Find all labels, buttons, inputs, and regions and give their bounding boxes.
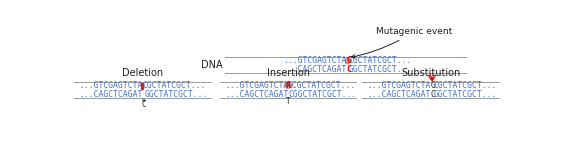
- Text: ...CAGCTCAGAT: ...CAGCTCAGAT: [367, 90, 430, 99]
- Text: GCGCTATCGCT...: GCGCTATCGCT...: [288, 81, 356, 90]
- Text: GGCTATCGCT...: GGCTATCGCT...: [433, 90, 497, 99]
- Text: ...CAGCTCAGAT: ...CAGCTCAGAT: [225, 90, 288, 99]
- Text: Deletion: Deletion: [122, 68, 163, 78]
- Text: GGCTATCGCT...: GGCTATCGCT...: [145, 90, 209, 99]
- Text: CGGCTATCGCT...: CGGCTATCGCT...: [288, 90, 356, 99]
- Text: DNA: DNA: [201, 60, 222, 70]
- Text: CGCTATCGCT...: CGCTATCGCT...: [349, 56, 413, 65]
- Bar: [141, 82, 143, 89]
- Text: C: C: [430, 90, 436, 99]
- Text: ...GTCGAGTCTA: ...GTCGAGTCTA: [79, 81, 142, 90]
- Text: G: G: [346, 56, 351, 65]
- Text: CGCTATCGCT...: CGCTATCGCT...: [433, 81, 497, 90]
- Text: C: C: [346, 65, 351, 74]
- Text: T: T: [285, 97, 291, 106]
- Text: ...GTCGAGTCTA: ...GTCGAGTCTA: [225, 81, 288, 90]
- Text: G: G: [430, 81, 436, 90]
- Text: A: A: [285, 81, 291, 90]
- Text: C: C: [142, 100, 146, 108]
- Text: ...CAGCTCAGAT: ...CAGCTCAGAT: [283, 65, 346, 74]
- Text: Substitution: Substitution: [401, 68, 460, 78]
- Text: ...GTCGAGTCTA: ...GTCGAGTCTA: [367, 81, 430, 90]
- Text: CGCTATCGCT...: CGCTATCGCT...: [142, 81, 206, 90]
- Text: Insertion: Insertion: [266, 68, 310, 78]
- Text: ...CAGCTCAGAT: ...CAGCTCAGAT: [79, 90, 142, 99]
- Ellipse shape: [285, 82, 291, 89]
- Text: GGCTATCGCT...: GGCTATCGCT...: [349, 65, 413, 74]
- Text: Mutagenic event: Mutagenic event: [351, 27, 452, 58]
- Ellipse shape: [346, 58, 350, 64]
- Text: ...GTCGAGTCTA: ...GTCGAGTCTA: [283, 56, 346, 65]
